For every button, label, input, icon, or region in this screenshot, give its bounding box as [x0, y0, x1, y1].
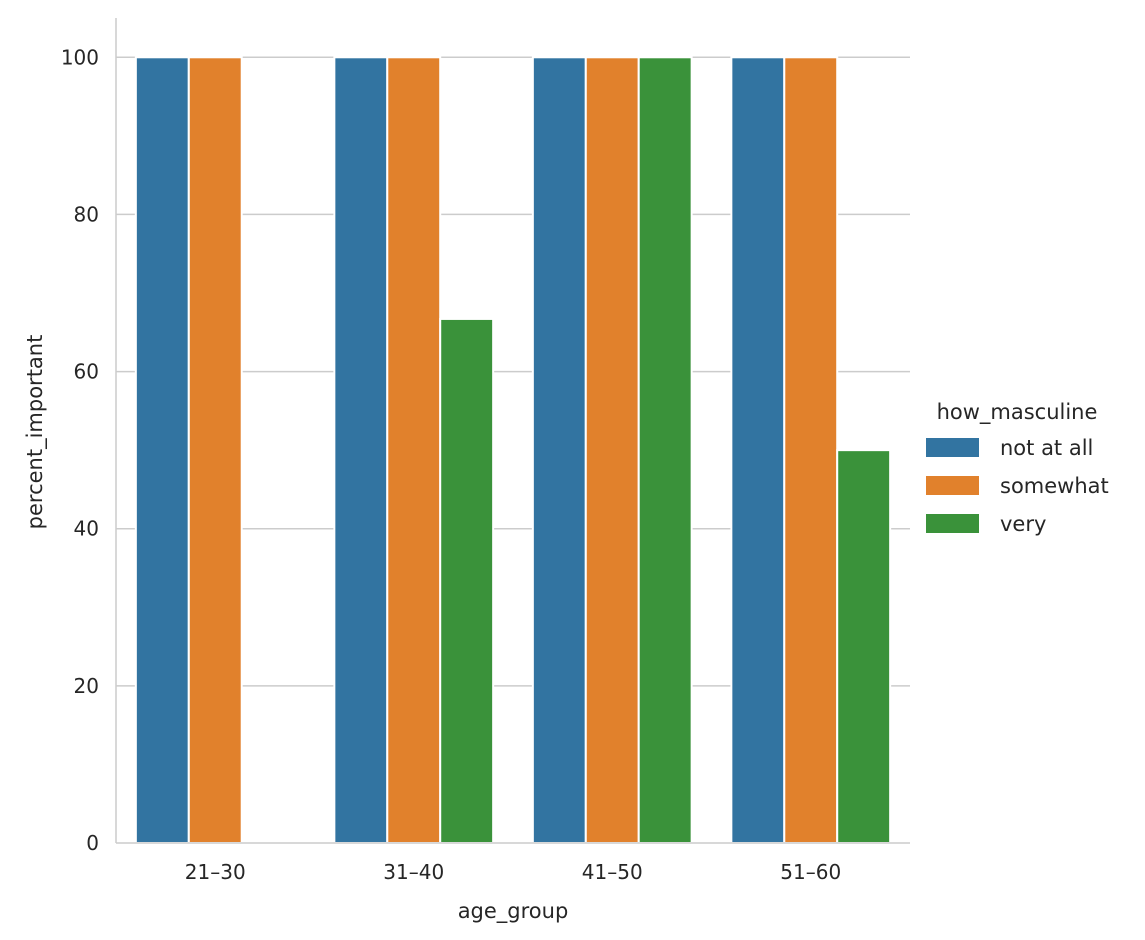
bar-not-at-all-3	[730, 56, 786, 845]
axes	[115, 18, 910, 844]
bar-somewhat-1	[386, 56, 442, 845]
bar-somewhat-3	[783, 56, 839, 845]
bar-very-1	[439, 317, 495, 844]
legend: how_masculine not at all somewhat very	[926, 400, 1109, 536]
legend-title: how_masculine	[937, 400, 1098, 425]
bar-somewhat-0	[187, 56, 243, 845]
y-tick-label: 40	[74, 517, 99, 541]
legend-label: very	[1000, 512, 1046, 536]
bar-not-at-all-0	[134, 56, 190, 845]
y-tick-labels: 0 20 40 60 80 100	[61, 45, 99, 855]
x-tick-labels: 21–30 31–40 41–50 51–60	[185, 860, 841, 884]
legend-label: not at all	[1000, 436, 1093, 460]
x-tick-label: 41–50	[582, 860, 643, 884]
legend-label: somewhat	[1000, 474, 1109, 498]
legend-items: not at all somewhat very	[926, 436, 1109, 536]
legend-swatch	[926, 514, 979, 533]
y-tick-label: 0	[86, 831, 99, 855]
bar-not-at-all-1	[333, 56, 389, 845]
y-tick-label: 80	[74, 202, 99, 226]
y-tick-label: 60	[74, 360, 99, 384]
y-tick-label: 100	[61, 45, 99, 69]
x-tick-label: 31–40	[383, 860, 444, 884]
bar-very-2	[637, 56, 693, 845]
bar-very-3	[836, 449, 892, 844]
legend-swatch	[926, 476, 979, 495]
bars	[134, 56, 892, 845]
y-axis-label: percent_important	[23, 335, 48, 530]
y-tick-label: 20	[74, 674, 99, 698]
bar-not-at-all-2	[531, 56, 587, 845]
x-tick-label: 21–30	[185, 860, 246, 884]
x-tick-label: 51–60	[780, 860, 841, 884]
bar-somewhat-2	[584, 56, 640, 845]
legend-swatch	[926, 438, 979, 457]
x-axis-label: age_group	[458, 899, 569, 924]
